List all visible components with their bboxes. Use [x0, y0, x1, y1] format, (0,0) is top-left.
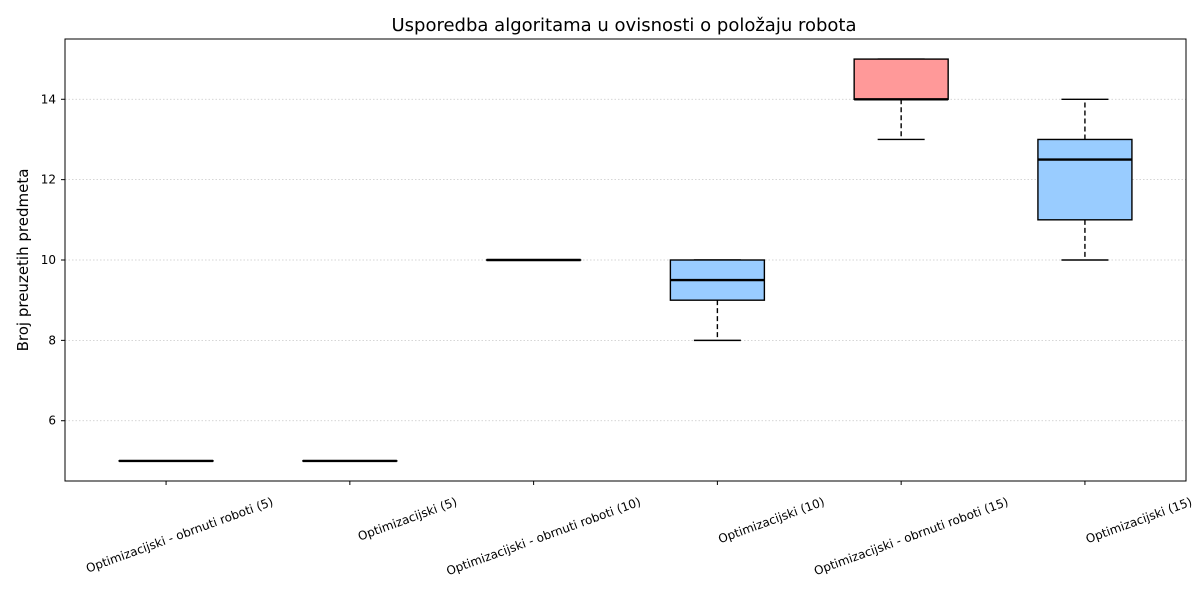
- x-tick-label: Optimizacijski (15): [1084, 495, 1194, 546]
- y-axis: 6 8 10 12 14: [41, 92, 65, 428]
- box-group: [1037, 98, 1133, 261]
- x-tick-label: Optimizacijski (5): [356, 495, 459, 544]
- chart-title: Usporedba algoritama u ovisnosti o polož…: [391, 15, 856, 36]
- x-tick-label: Optimizacijski - obrnuti roboti (10): [445, 495, 643, 579]
- y-tick-label: 8: [48, 333, 56, 347]
- y-tick-label: 12: [41, 173, 56, 187]
- x-tick-label: Optimizacijski - obrnuti roboti (15): [812, 495, 1010, 579]
- boxes: [118, 58, 1133, 463]
- y-tick-label: 14: [41, 92, 56, 106]
- x-axis: Optimizacijski - obrnuti roboti (5) Optim…: [84, 481, 1194, 578]
- y-tick-label: 10: [41, 253, 56, 267]
- box-group: [853, 58, 949, 141]
- box-group: [669, 259, 766, 342]
- plot-frame: [64, 38, 1187, 482]
- y-tick-label: 6: [48, 414, 56, 428]
- x-tick-label: Optimizacijski (10): [716, 495, 826, 546]
- iqr-box: [853, 58, 949, 100]
- x-tick-label: Optimizacijski - obrnuti roboti (5): [84, 495, 275, 576]
- gridlines: [65, 98, 1186, 422]
- iqr-box: [1037, 138, 1133, 221]
- y-axis-label: Broj preuzetih predmeta: [14, 169, 32, 352]
